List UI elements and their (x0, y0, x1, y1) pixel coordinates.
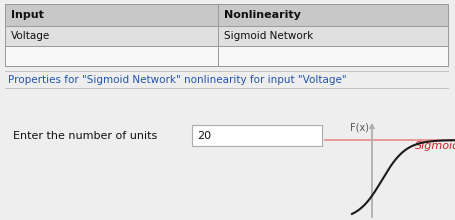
Text: Enter the number of units: Enter the number of units (13, 131, 157, 141)
Text: F(x): F(x) (350, 123, 369, 133)
Bar (192, 125, 322, 146)
Text: Voltage: Voltage (11, 31, 50, 41)
Text: Properties for "Sigmoid Network" nonlinearity for input "Voltage": Properties for "Sigmoid Network" nonline… (8, 75, 347, 85)
Text: Input: Input (11, 10, 44, 20)
Bar (5, 4, 448, 26)
Bar (5, 26, 448, 46)
Bar (5, 46, 448, 66)
Text: Sigmoid Network: Sigmoid Network (224, 31, 313, 41)
Text: Sigmoid: Sigmoid (415, 141, 455, 151)
Text: 20: 20 (197, 131, 211, 141)
Text: Nonlinearity: Nonlinearity (224, 10, 300, 20)
